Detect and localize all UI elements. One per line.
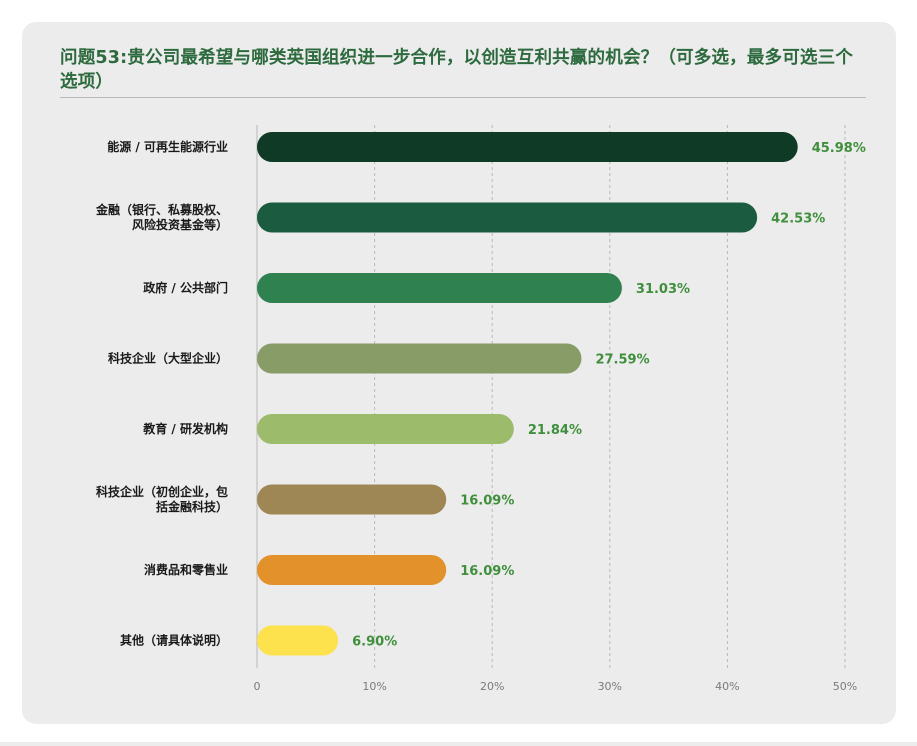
next-section-edge [0,742,917,746]
bar [257,273,622,303]
bar [257,343,582,374]
category-label: 能源 / 可再生能源行业 [107,139,228,154]
category-label: 其他（请具体说明） [120,633,228,648]
category-label: 科技企业（大型企业） [108,351,228,366]
value-label: 16.09% [460,564,514,579]
bar [257,202,758,233]
category-label: 括金融科技） [156,499,228,514]
category-label: 政府 / 公共部门 [143,280,228,295]
value-label: 6.90% [352,635,397,650]
chart-title: 问题53:贵公司最希望与哪类英国组织进一步合作，以创造互利共赢的机会？（可多选，… [60,48,854,92]
category-label: 金融（银行、私募股权、 [95,202,228,217]
value-label: 31.03% [636,282,690,297]
x-tick-label: 10% [362,680,386,693]
value-label: 16.09% [460,494,514,509]
bar [257,555,447,585]
category-label: 教育 / 研发机构 [142,421,228,436]
title-divider [60,97,866,98]
bar [257,414,514,444]
bar [257,625,339,656]
value-label: 21.84% [528,423,582,438]
category-label: 消费品和零售业 [144,562,228,577]
category-label: 风险投资基金等） [132,217,228,232]
value-label: 45.98% [812,141,866,156]
value-label: 42.53% [771,212,825,227]
x-tick-label: 20% [480,680,504,693]
bar [257,484,447,515]
bar [257,132,798,162]
x-tick-label: 0 [254,680,261,693]
x-tick-label: 40% [715,680,739,693]
x-tick-label: 50% [833,680,857,693]
x-tick-label: 30% [598,680,622,693]
value-label: 27.59% [595,353,649,368]
category-label: 科技企业（初创企业，包 [96,484,228,499]
